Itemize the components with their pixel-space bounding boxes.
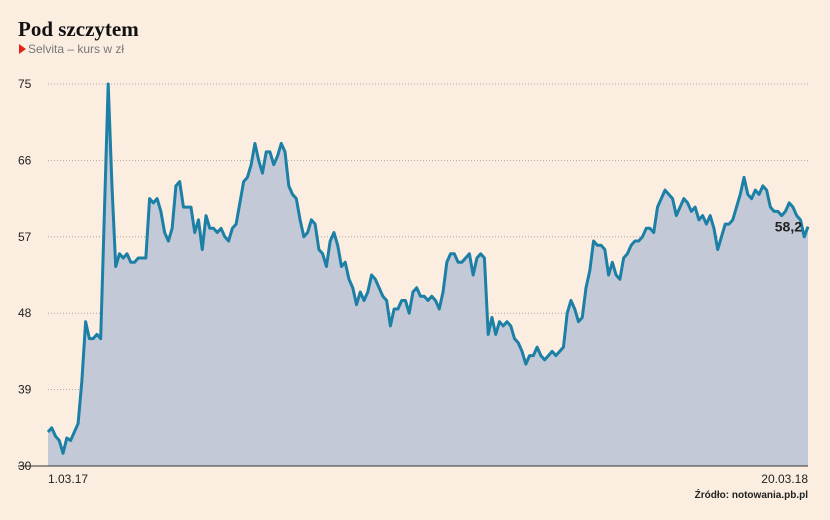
y-tick-label: 75 bbox=[18, 77, 32, 91]
y-tick-label: 66 bbox=[18, 153, 32, 167]
x-tick-label: 20.03.18 bbox=[761, 472, 808, 486]
source: Źródło: notowania.pb.pl bbox=[695, 488, 809, 501]
y-tick-label: 48 bbox=[18, 306, 32, 320]
y-tick-label: 39 bbox=[18, 383, 32, 397]
y-tick-label: 57 bbox=[18, 230, 32, 244]
subtitle-marker bbox=[19, 44, 26, 54]
chart-subtitle: Selvita – kurs w zł bbox=[28, 42, 124, 56]
last-value-label: 58,2 bbox=[775, 219, 802, 235]
area-fill bbox=[48, 84, 808, 466]
x-tick-label: 1.03.17 bbox=[48, 472, 88, 486]
chart-title: Pod szczytem bbox=[18, 17, 139, 41]
price-line bbox=[46, 82, 810, 455]
